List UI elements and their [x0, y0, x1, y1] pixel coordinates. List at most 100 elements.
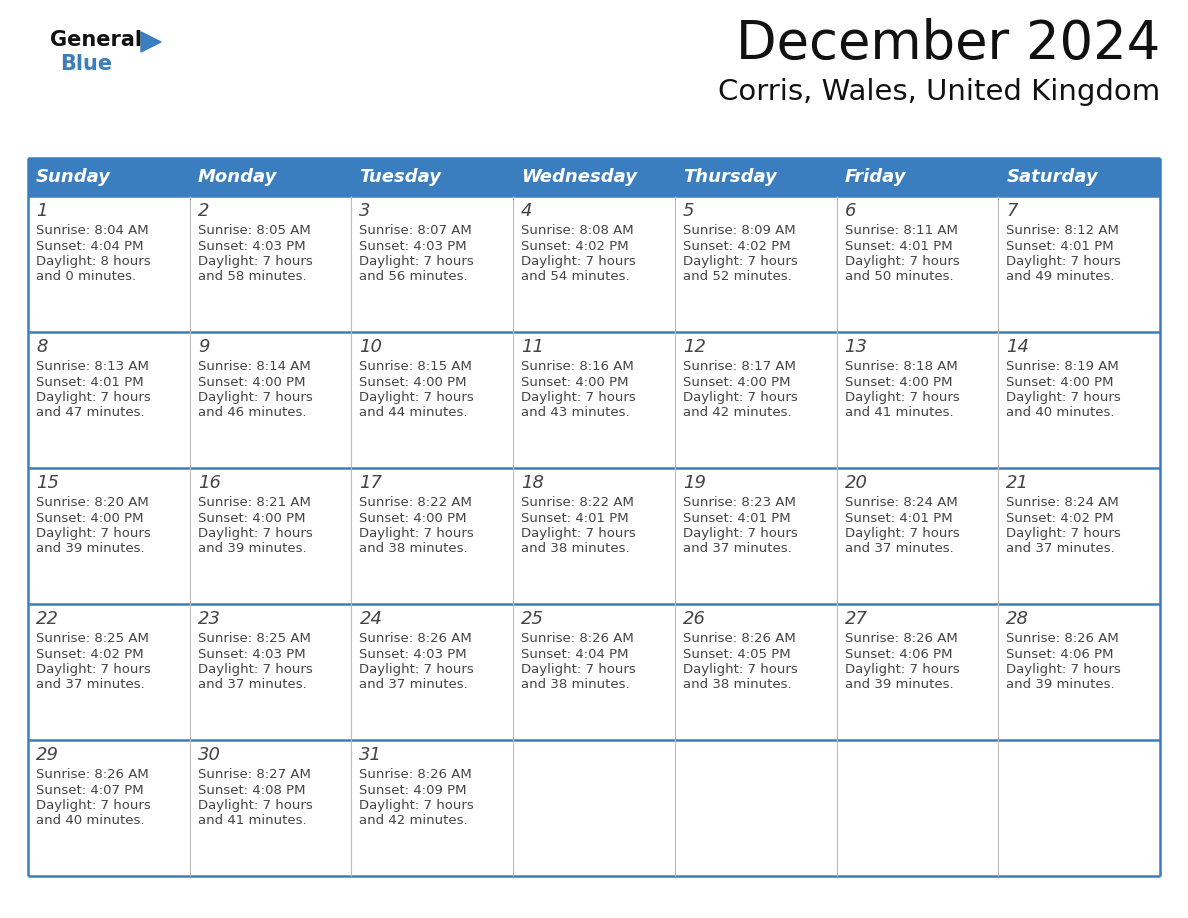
Bar: [352, 158, 513, 196]
Bar: [513, 196, 675, 332]
Text: Sunset: 4:06 PM: Sunset: 4:06 PM: [1006, 647, 1114, 660]
Text: 17: 17: [360, 474, 383, 492]
Text: and 38 minutes.: and 38 minutes.: [360, 543, 468, 555]
Text: Sunrise: 8:16 AM: Sunrise: 8:16 AM: [522, 360, 634, 373]
Text: Monday: Monday: [197, 168, 277, 186]
Text: Sunset: 4:04 PM: Sunset: 4:04 PM: [36, 240, 144, 252]
Bar: [190, 196, 352, 332]
Text: 16: 16: [197, 474, 221, 492]
Text: Daylight: 7 hours: Daylight: 7 hours: [360, 391, 474, 404]
Text: Sunset: 4:08 PM: Sunset: 4:08 PM: [197, 783, 305, 797]
Text: 12: 12: [683, 338, 706, 356]
Bar: [352, 468, 513, 604]
Text: Daylight: 7 hours: Daylight: 7 hours: [197, 799, 312, 812]
Text: Sunrise: 8:26 AM: Sunrise: 8:26 AM: [360, 632, 472, 645]
Text: and 40 minutes.: and 40 minutes.: [1006, 407, 1114, 420]
Bar: [190, 468, 352, 604]
Text: and 39 minutes.: and 39 minutes.: [36, 543, 145, 555]
Bar: [836, 158, 998, 196]
Text: Daylight: 7 hours: Daylight: 7 hours: [360, 255, 474, 268]
Text: and 37 minutes.: and 37 minutes.: [360, 678, 468, 691]
Text: Sunrise: 8:26 AM: Sunrise: 8:26 AM: [845, 632, 958, 645]
Text: Tuesday: Tuesday: [360, 168, 442, 186]
Bar: [29, 196, 190, 332]
Text: Sunset: 4:05 PM: Sunset: 4:05 PM: [683, 647, 790, 660]
Text: 11: 11: [522, 338, 544, 356]
Text: Sunrise: 8:26 AM: Sunrise: 8:26 AM: [36, 768, 148, 781]
Bar: [190, 332, 352, 468]
Bar: [513, 332, 675, 468]
Text: Sunrise: 8:15 AM: Sunrise: 8:15 AM: [360, 360, 473, 373]
Text: and 41 minutes.: and 41 minutes.: [197, 814, 307, 827]
Text: 18: 18: [522, 474, 544, 492]
Text: Sunday: Sunday: [36, 168, 110, 186]
Text: Sunset: 4:01 PM: Sunset: 4:01 PM: [522, 511, 628, 524]
Text: Sunset: 4:03 PM: Sunset: 4:03 PM: [360, 240, 467, 252]
Text: Sunrise: 8:13 AM: Sunrise: 8:13 AM: [36, 360, 148, 373]
Text: Sunrise: 8:04 AM: Sunrise: 8:04 AM: [36, 224, 148, 237]
Bar: [29, 332, 190, 468]
Text: Sunset: 4:03 PM: Sunset: 4:03 PM: [197, 647, 305, 660]
Text: 28: 28: [1006, 610, 1029, 628]
Text: Daylight: 7 hours: Daylight: 7 hours: [36, 527, 151, 540]
Text: Sunrise: 8:19 AM: Sunrise: 8:19 AM: [1006, 360, 1119, 373]
Text: 3: 3: [360, 202, 371, 220]
Text: and 56 minutes.: and 56 minutes.: [360, 271, 468, 284]
Text: Daylight: 7 hours: Daylight: 7 hours: [197, 255, 312, 268]
Bar: [675, 604, 836, 740]
Text: Sunrise: 8:08 AM: Sunrise: 8:08 AM: [522, 224, 633, 237]
Bar: [675, 158, 836, 196]
Text: 22: 22: [36, 610, 59, 628]
Text: Sunset: 4:00 PM: Sunset: 4:00 PM: [683, 375, 790, 388]
Text: and 37 minutes.: and 37 minutes.: [197, 678, 307, 691]
Text: Corris, Wales, United Kingdom: Corris, Wales, United Kingdom: [718, 78, 1159, 106]
Text: Sunset: 4:04 PM: Sunset: 4:04 PM: [522, 647, 628, 660]
Text: and 50 minutes.: and 50 minutes.: [845, 271, 953, 284]
Text: 9: 9: [197, 338, 209, 356]
Text: and 38 minutes.: and 38 minutes.: [522, 543, 630, 555]
Text: Daylight: 7 hours: Daylight: 7 hours: [845, 663, 960, 676]
Text: Saturday: Saturday: [1006, 168, 1098, 186]
Text: Sunrise: 8:14 AM: Sunrise: 8:14 AM: [197, 360, 310, 373]
Bar: [675, 332, 836, 468]
Bar: [513, 740, 675, 876]
Text: 23: 23: [197, 610, 221, 628]
Text: Sunrise: 8:24 AM: Sunrise: 8:24 AM: [1006, 496, 1119, 509]
Text: and 43 minutes.: and 43 minutes.: [522, 407, 630, 420]
Text: and 38 minutes.: and 38 minutes.: [683, 678, 791, 691]
Text: Sunrise: 8:07 AM: Sunrise: 8:07 AM: [360, 224, 472, 237]
Text: Daylight: 7 hours: Daylight: 7 hours: [197, 527, 312, 540]
Bar: [513, 468, 675, 604]
Bar: [998, 332, 1159, 468]
Text: Sunset: 4:01 PM: Sunset: 4:01 PM: [845, 240, 953, 252]
Text: 31: 31: [360, 746, 383, 764]
Bar: [190, 604, 352, 740]
Text: General: General: [50, 30, 143, 50]
Text: 24: 24: [360, 610, 383, 628]
Text: and 0 minutes.: and 0 minutes.: [36, 271, 137, 284]
Text: Sunset: 4:03 PM: Sunset: 4:03 PM: [197, 240, 305, 252]
Text: 26: 26: [683, 610, 706, 628]
Text: 4: 4: [522, 202, 532, 220]
Text: and 47 minutes.: and 47 minutes.: [36, 407, 145, 420]
Text: Sunset: 4:09 PM: Sunset: 4:09 PM: [360, 783, 467, 797]
Text: Daylight: 7 hours: Daylight: 7 hours: [683, 255, 797, 268]
Text: Sunrise: 8:27 AM: Sunrise: 8:27 AM: [197, 768, 310, 781]
Text: and 40 minutes.: and 40 minutes.: [36, 814, 145, 827]
Text: Daylight: 7 hours: Daylight: 7 hours: [522, 663, 636, 676]
Text: Daylight: 7 hours: Daylight: 7 hours: [1006, 663, 1121, 676]
Bar: [998, 604, 1159, 740]
Bar: [352, 740, 513, 876]
Text: Daylight: 7 hours: Daylight: 7 hours: [683, 527, 797, 540]
Text: 10: 10: [360, 338, 383, 356]
Bar: [675, 196, 836, 332]
Text: and 54 minutes.: and 54 minutes.: [522, 271, 630, 284]
Text: Sunset: 4:00 PM: Sunset: 4:00 PM: [197, 375, 305, 388]
Text: and 38 minutes.: and 38 minutes.: [522, 678, 630, 691]
Text: Sunrise: 8:21 AM: Sunrise: 8:21 AM: [197, 496, 310, 509]
Text: 25: 25: [522, 610, 544, 628]
Text: Sunset: 4:06 PM: Sunset: 4:06 PM: [845, 647, 952, 660]
Text: Sunrise: 8:22 AM: Sunrise: 8:22 AM: [522, 496, 634, 509]
Text: 21: 21: [1006, 474, 1029, 492]
Bar: [836, 196, 998, 332]
